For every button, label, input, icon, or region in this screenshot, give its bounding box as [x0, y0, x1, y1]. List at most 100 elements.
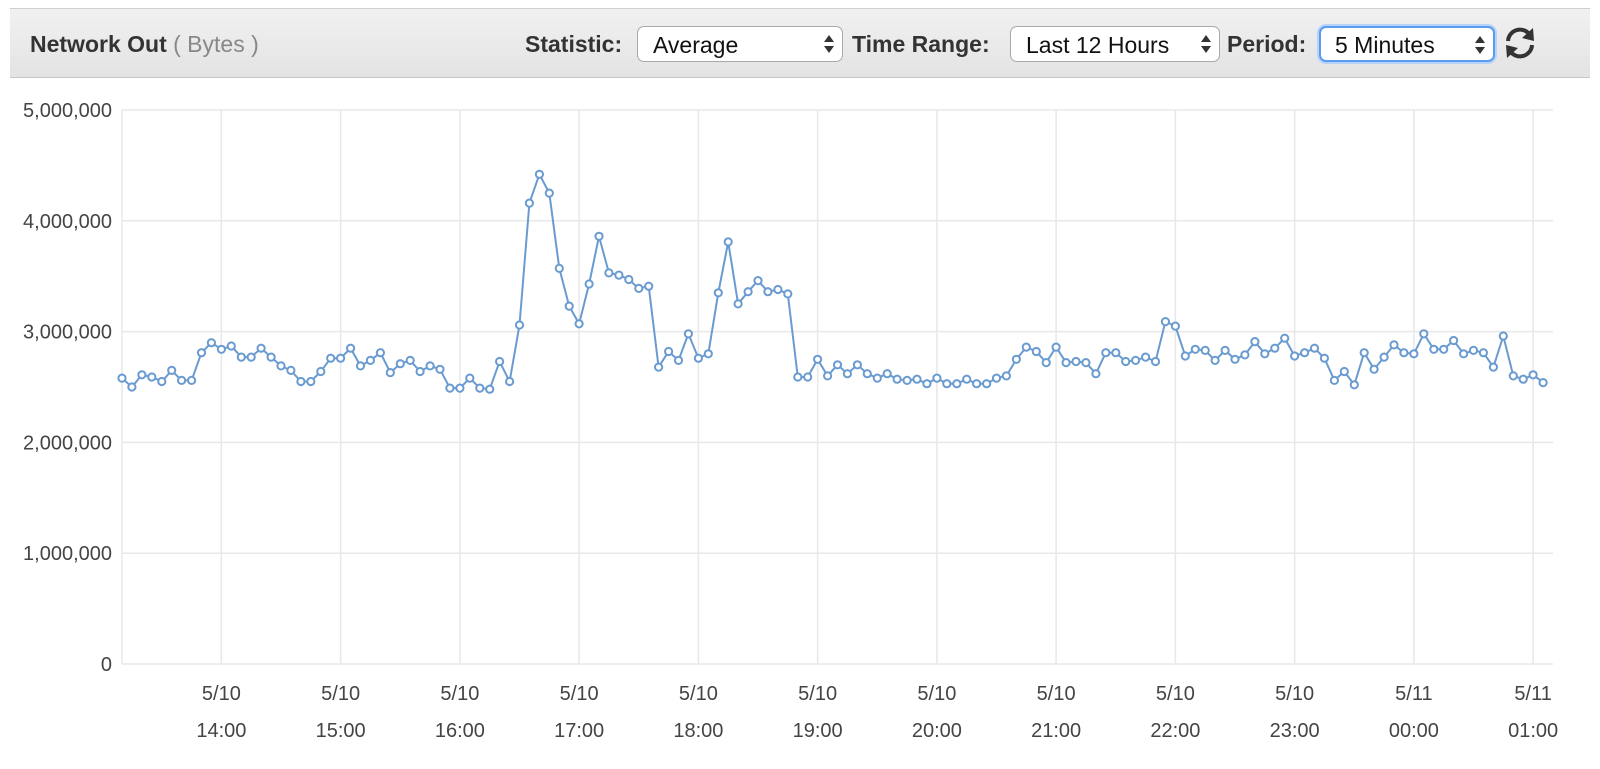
data-point	[1091, 369, 1101, 379]
period-select[interactable]: 5 Minutes	[1319, 26, 1495, 62]
data-point	[823, 371, 833, 381]
y-tick-label: 4,000,000	[23, 211, 112, 233]
data-point	[594, 231, 604, 241]
data-point	[1528, 370, 1538, 380]
data-point	[753, 276, 763, 286]
data-point	[882, 369, 892, 379]
data-point	[127, 382, 137, 392]
data-point	[1141, 352, 1151, 362]
data-point	[177, 375, 187, 385]
data-point	[1250, 337, 1260, 347]
data-point	[445, 383, 455, 393]
data-point	[654, 362, 664, 372]
data-point	[1488, 362, 1499, 372]
data-point	[415, 366, 425, 377]
data-point	[783, 289, 793, 299]
data-point	[1001, 371, 1012, 381]
data-point	[763, 287, 773, 297]
y-tick-label: 2,000,000	[23, 432, 112, 454]
data-point	[1150, 356, 1161, 367]
data-point	[1468, 345, 1479, 355]
data-point	[475, 383, 485, 393]
data-point	[574, 319, 584, 329]
data-point	[346, 343, 356, 353]
data-point	[485, 384, 495, 394]
data-point	[147, 372, 157, 382]
data-point	[1449, 335, 1459, 346]
y-tick-label: 3,000,000	[23, 322, 112, 344]
data-point	[743, 287, 753, 297]
data-point	[1359, 348, 1369, 358]
select-arrows-icon	[1474, 33, 1486, 57]
chart-grid	[121, 109, 1553, 665]
data-point	[1439, 344, 1449, 354]
data-point	[1240, 350, 1250, 360]
data-point	[1220, 345, 1230, 355]
x-tick-time: 16:00	[435, 720, 485, 742]
data-point	[872, 373, 882, 383]
data-point	[673, 355, 684, 365]
data-point	[991, 373, 1002, 383]
data-point	[1349, 380, 1359, 390]
data-point	[385, 368, 395, 378]
data-point	[1051, 342, 1061, 352]
data-point	[266, 352, 276, 362]
data-point	[196, 348, 207, 358]
data-point	[683, 329, 694, 339]
x-tick-date: 5/11	[1514, 683, 1551, 705]
x-tick-time: 21:00	[1031, 720, 1081, 742]
metric-name: Network Out	[30, 31, 167, 57]
data-point	[922, 379, 932, 389]
data-point	[862, 369, 872, 379]
data-point	[1260, 349, 1270, 359]
time-range-select[interactable]: Last 12 Hours	[1010, 26, 1220, 62]
data-point	[326, 353, 336, 363]
x-tick-time: 18:00	[673, 720, 723, 742]
data-point	[1409, 349, 1419, 359]
data-point	[1309, 343, 1320, 353]
refresh-icon[interactable]	[1500, 23, 1540, 63]
data-point	[813, 354, 823, 364]
data-point	[306, 376, 316, 387]
data-point	[276, 361, 286, 371]
period-label: Period:	[1227, 31, 1307, 57]
data-point	[1210, 355, 1220, 365]
x-tick-date: 5/11	[1395, 683, 1432, 705]
data-point	[425, 361, 435, 371]
data-point	[157, 376, 167, 387]
x-tick-time: 01:00	[1508, 720, 1558, 742]
data-point	[117, 373, 127, 383]
data-point	[773, 284, 783, 295]
data-point	[216, 344, 226, 354]
data-point	[187, 375, 197, 385]
data-point	[505, 376, 515, 387]
data-point	[296, 376, 306, 387]
data-point	[405, 355, 415, 365]
data-point	[1478, 348, 1489, 358]
data-point	[912, 374, 922, 384]
data-point	[624, 274, 634, 285]
data-point	[1230, 354, 1240, 364]
statistic-label: Statistic:	[525, 31, 623, 57]
data-point	[1369, 364, 1379, 374]
data-point	[1280, 333, 1290, 343]
data-point	[167, 365, 177, 375]
x-tick-time: 15:00	[316, 720, 366, 742]
data-point	[1111, 348, 1121, 358]
select-arrows-icon	[1200, 32, 1212, 56]
data-point	[1041, 358, 1051, 368]
data-point	[1399, 348, 1409, 358]
time-range-label: Time Range:	[852, 31, 990, 57]
data-point	[226, 341, 236, 351]
statistic-select-value: Average	[653, 32, 739, 58]
series-line	[121, 171, 1544, 391]
data-point	[395, 359, 405, 369]
select-arrows-icon	[823, 32, 835, 56]
data-point	[693, 353, 704, 363]
statistic-select[interactable]: Average	[637, 26, 843, 62]
data-point	[1429, 344, 1439, 354]
data-point	[902, 375, 912, 385]
data-point	[1290, 351, 1300, 361]
data-point	[236, 352, 246, 362]
data-point	[1011, 354, 1022, 364]
